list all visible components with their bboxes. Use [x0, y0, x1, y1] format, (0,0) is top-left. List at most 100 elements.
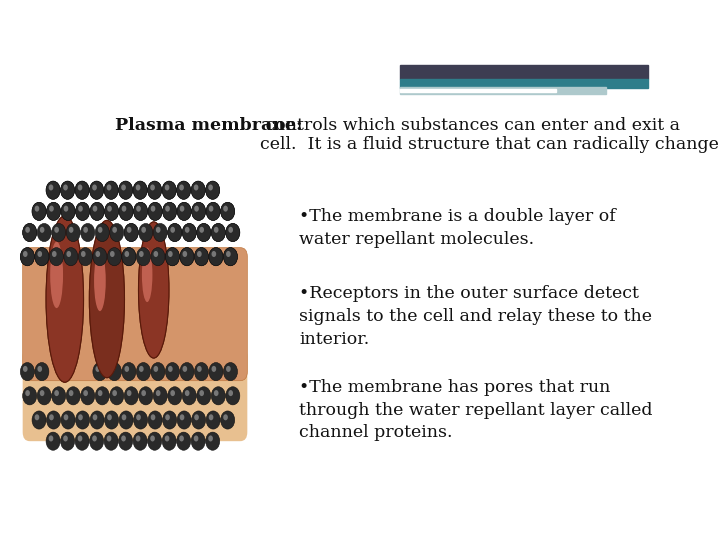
Ellipse shape	[94, 251, 106, 311]
Circle shape	[90, 202, 104, 220]
Circle shape	[78, 185, 82, 191]
Circle shape	[223, 206, 228, 212]
Circle shape	[107, 414, 112, 420]
Circle shape	[226, 224, 240, 241]
Circle shape	[63, 185, 68, 191]
Circle shape	[180, 206, 184, 212]
Circle shape	[136, 362, 150, 381]
Circle shape	[89, 181, 104, 199]
Circle shape	[119, 181, 132, 199]
Ellipse shape	[142, 248, 153, 302]
Circle shape	[194, 414, 199, 420]
FancyBboxPatch shape	[23, 347, 248, 441]
Circle shape	[209, 414, 213, 420]
Circle shape	[182, 251, 187, 257]
Circle shape	[66, 251, 71, 257]
Circle shape	[37, 387, 51, 405]
Circle shape	[75, 181, 89, 199]
Circle shape	[206, 181, 220, 199]
Circle shape	[81, 387, 95, 405]
Circle shape	[209, 248, 223, 266]
Circle shape	[177, 411, 192, 429]
Circle shape	[211, 387, 225, 405]
Circle shape	[168, 224, 182, 241]
Circle shape	[228, 390, 233, 396]
Circle shape	[90, 202, 104, 220]
Bar	[400, 65, 648, 79]
Text: controls which substances can enter and exit a
cell.  It is a fluid structure th: controls which substances can enter and …	[261, 117, 720, 153]
Circle shape	[127, 227, 132, 233]
Circle shape	[166, 248, 179, 266]
Circle shape	[192, 181, 205, 199]
Circle shape	[176, 181, 191, 199]
Circle shape	[119, 202, 133, 220]
Circle shape	[220, 411, 235, 429]
Bar	[400, 89, 556, 92]
Circle shape	[180, 414, 184, 420]
Circle shape	[89, 181, 104, 199]
Circle shape	[136, 248, 150, 266]
Circle shape	[23, 251, 27, 257]
Circle shape	[93, 206, 97, 212]
Circle shape	[226, 251, 230, 257]
Circle shape	[180, 362, 194, 381]
Circle shape	[223, 248, 238, 266]
Circle shape	[112, 227, 117, 233]
Circle shape	[93, 414, 97, 420]
Circle shape	[194, 248, 209, 266]
Circle shape	[223, 362, 238, 381]
Circle shape	[165, 206, 170, 212]
Circle shape	[171, 227, 175, 233]
Circle shape	[192, 432, 205, 450]
Circle shape	[64, 248, 78, 266]
Circle shape	[139, 251, 144, 257]
Circle shape	[98, 390, 102, 396]
Circle shape	[153, 251, 158, 257]
Circle shape	[185, 227, 189, 233]
Circle shape	[212, 251, 216, 257]
Circle shape	[119, 411, 133, 429]
Circle shape	[125, 224, 138, 241]
Circle shape	[35, 248, 49, 266]
Circle shape	[47, 202, 60, 220]
Circle shape	[194, 435, 199, 442]
Circle shape	[197, 387, 211, 405]
Circle shape	[166, 248, 179, 266]
Circle shape	[92, 435, 97, 442]
Circle shape	[127, 227, 132, 233]
Ellipse shape	[50, 241, 63, 308]
Circle shape	[49, 206, 54, 212]
Circle shape	[107, 435, 112, 442]
Circle shape	[107, 185, 112, 191]
Circle shape	[46, 181, 60, 199]
Circle shape	[122, 206, 126, 212]
Circle shape	[107, 362, 122, 381]
Circle shape	[23, 366, 27, 372]
Circle shape	[46, 432, 60, 450]
Ellipse shape	[142, 248, 153, 302]
Circle shape	[139, 387, 153, 405]
Circle shape	[182, 224, 197, 241]
Circle shape	[194, 362, 209, 381]
Circle shape	[122, 206, 126, 212]
Circle shape	[180, 248, 194, 266]
Circle shape	[223, 206, 228, 212]
Circle shape	[66, 224, 80, 241]
Circle shape	[37, 251, 42, 257]
Circle shape	[93, 206, 97, 212]
Circle shape	[214, 390, 219, 396]
Circle shape	[141, 227, 146, 233]
Circle shape	[165, 185, 169, 191]
Circle shape	[220, 202, 235, 220]
Circle shape	[76, 411, 89, 429]
Circle shape	[75, 181, 89, 199]
Circle shape	[206, 202, 220, 220]
Circle shape	[122, 414, 126, 420]
Circle shape	[81, 224, 95, 241]
Circle shape	[192, 411, 206, 429]
Circle shape	[63, 435, 68, 442]
Circle shape	[148, 181, 162, 199]
Circle shape	[192, 181, 205, 199]
Circle shape	[134, 202, 148, 220]
Circle shape	[125, 224, 138, 241]
